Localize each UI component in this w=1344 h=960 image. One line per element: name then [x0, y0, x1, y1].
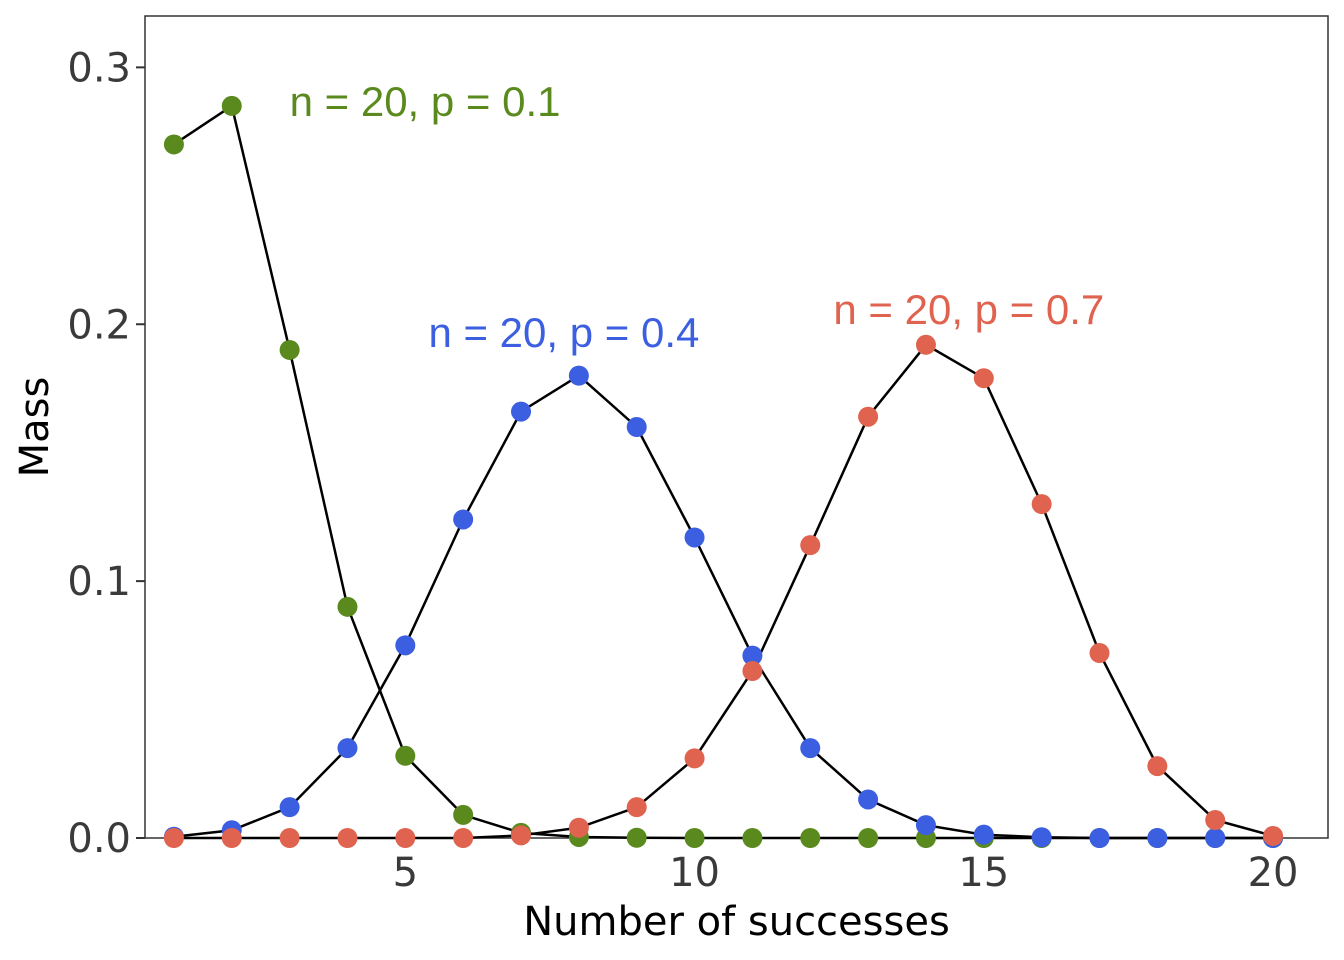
series-3-point: [1089, 643, 1110, 664]
y-tick-label: 0.2: [67, 302, 131, 348]
series-1-point: [163, 134, 184, 155]
series-2-point: [626, 417, 647, 437]
series-2-point: [973, 824, 994, 845]
series-3-point: [453, 828, 474, 848]
series-1-point: [337, 596, 358, 617]
series-3-label: n = 20, p = 0.7: [833, 286, 1104, 333]
series-3-point: [1205, 810, 1226, 831]
x-axis: 5 10 15 20: [393, 838, 1299, 896]
series-1-point: [221, 95, 242, 116]
series-2-point: [1089, 828, 1110, 848]
x-tick-label: 20: [1248, 850, 1299, 896]
series-2-point: [1147, 828, 1168, 848]
x-tick-label: 5: [393, 850, 418, 896]
series-2-point: [453, 509, 474, 530]
series-3-point: [221, 828, 242, 848]
series-points: [163, 95, 1284, 848]
x-tick-label: 10: [669, 850, 720, 896]
y-axis-title: Mass: [12, 377, 58, 478]
series-2-point: [511, 401, 532, 422]
series-1-point: [742, 828, 763, 848]
y-axis: 0.0 0.1 0.2 0.3: [67, 45, 145, 862]
x-tick-label: 15: [958, 850, 1009, 896]
series-annotations: n = 20, p = 0.1 n = 20, p = 0.4 n = 20, p …: [290, 78, 1105, 356]
series-1-point: [684, 828, 705, 848]
series-3-point: [395, 828, 416, 848]
series-2-point: [742, 645, 763, 666]
series-3-point: [279, 828, 300, 848]
series-1-point: [800, 828, 821, 848]
series-1-point: [395, 745, 416, 766]
series-2-point: [858, 789, 879, 810]
series-2-point: [915, 815, 936, 836]
series-2-point: [1031, 827, 1052, 848]
series-3-point: [684, 748, 705, 769]
series-2-point: [800, 738, 821, 759]
y-tick-label: 0.1: [67, 559, 131, 605]
y-tick-label: 0.0: [67, 816, 131, 862]
series-3-point: [1147, 756, 1168, 777]
series-3-point: [337, 828, 358, 848]
series-2-point: [684, 527, 705, 548]
series-2-point: [1205, 828, 1226, 848]
series-3-point: [973, 368, 994, 389]
series-1-point: [453, 804, 474, 825]
plot-panel: [144, 15, 1329, 839]
series-1-point: [858, 828, 879, 848]
series-2-point: [395, 635, 416, 656]
series-2-point: [279, 797, 300, 818]
series-3-point: [626, 797, 647, 818]
series-1-point: [626, 827, 647, 848]
series-3-point: [568, 817, 589, 838]
series-3-point: [800, 535, 821, 556]
series-3-point: [858, 406, 879, 427]
series-3-point: [1031, 494, 1052, 515]
series-3-point: [511, 825, 532, 846]
x-axis-title: Number of successes: [523, 899, 950, 945]
y-tick-label: 0.3: [67, 45, 131, 91]
series-1-label: n = 20, p = 0.1: [290, 78, 561, 125]
series-1-point: [279, 339, 300, 360]
series-3-point: [1263, 825, 1284, 846]
series-3-point: [163, 828, 184, 848]
series-2-point: [568, 365, 589, 386]
series-3-point: [915, 334, 936, 355]
series-2-label: n = 20, p = 0.4: [428, 309, 699, 356]
series-3-point: [742, 661, 763, 682]
series-2-point: [337, 738, 358, 759]
